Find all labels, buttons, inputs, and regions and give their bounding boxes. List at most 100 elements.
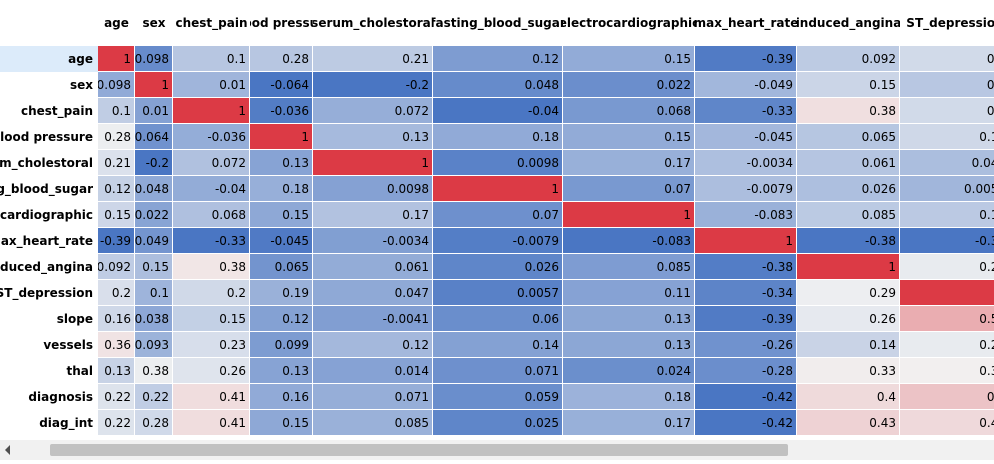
data-cell-text: 0.085 xyxy=(394,415,429,430)
data-cell: 0.065 xyxy=(797,124,900,150)
data-cell-text: 1 xyxy=(123,51,131,66)
data-cell: 0.038 xyxy=(135,306,173,332)
data-cell: 0.059 xyxy=(433,384,563,410)
data-cell-text: -0.064 xyxy=(135,129,169,144)
data-cell: 0.38 xyxy=(135,358,173,384)
data-cell: 0.13 xyxy=(250,358,313,384)
data-cell-text: -0.098 xyxy=(98,77,131,92)
data-cell-text: 0.26 xyxy=(869,311,896,326)
data-cell: 1 xyxy=(433,176,563,202)
row-header-text: serum_cholestoral xyxy=(0,156,93,170)
data-cell: 0.047 xyxy=(900,150,994,176)
column-header: blood pressure xyxy=(250,0,313,46)
row-header: ST_depression xyxy=(0,280,98,306)
data-cell-text: 0.15 xyxy=(104,207,131,222)
data-cell-text: -0.083 xyxy=(652,233,691,248)
row-header-text: ST_depression xyxy=(0,286,93,300)
data-cell: -0.38 xyxy=(695,254,797,280)
data-cell: 0.15 xyxy=(250,202,313,228)
data-cell-text: 1 xyxy=(421,155,429,170)
data-cell-text: 0.1 xyxy=(111,103,131,118)
data-cell-text: -0.0034 xyxy=(382,233,429,248)
data-cell-text: -0.0041 xyxy=(382,311,429,326)
data-cell-text: 0.58 xyxy=(979,311,994,326)
data-cell-text: -0.42 xyxy=(761,389,793,404)
data-cell-text: 0.099 xyxy=(274,337,309,352)
row-header: chest_pain xyxy=(0,98,98,124)
data-cell: 0.58 xyxy=(900,306,994,332)
data-cell: 0.085 xyxy=(563,254,695,280)
data-cell-text: 0.071 xyxy=(394,389,429,404)
data-cell: -0.0079 xyxy=(695,176,797,202)
data-cell: 0.41 xyxy=(173,410,250,436)
data-cell-text: 1 xyxy=(683,207,691,222)
data-cell: -0.036 xyxy=(250,98,313,124)
data-cell: 0.13 xyxy=(250,150,313,176)
data-cell-text: 0.047 xyxy=(971,155,994,170)
data-cell-text: 0.2 xyxy=(986,103,994,118)
data-cell: 0.15 xyxy=(563,124,695,150)
scroll-thumb[interactable] xyxy=(50,444,788,456)
data-cell-text: 0.28 xyxy=(104,129,131,144)
data-cell: -0.083 xyxy=(695,202,797,228)
data-cell: 0.28 xyxy=(250,46,313,72)
data-cell: 0.17 xyxy=(563,410,695,436)
data-cell: -0.036 xyxy=(173,124,250,150)
data-cell-text: 0.022 xyxy=(135,207,169,222)
data-cell-text: 0.42 xyxy=(979,415,994,430)
row-header: vessels xyxy=(0,332,98,358)
data-cell: 0.12 xyxy=(250,306,313,332)
data-cell: 0.068 xyxy=(173,202,250,228)
data-cell: 0.22 xyxy=(98,384,135,410)
data-cell-text: 0.38 xyxy=(219,259,246,274)
data-cell-text: -0.34 xyxy=(974,233,994,248)
data-cell: -0.064 xyxy=(135,124,173,150)
data-cell: -0.2 xyxy=(313,72,433,98)
data-cell: 0.12 xyxy=(98,176,135,202)
column-header: age xyxy=(98,0,135,46)
data-cell-text: 1 xyxy=(785,233,793,248)
data-cell: 0.024 xyxy=(563,358,695,384)
column-header: chest_pain xyxy=(173,0,250,46)
data-cell-text: 0.19 xyxy=(979,129,994,144)
data-cell: 0.071 xyxy=(433,358,563,384)
data-cell: 0.0057 xyxy=(433,280,563,306)
row-header-text: diag_int xyxy=(39,416,93,430)
data-cell: 0.026 xyxy=(797,176,900,202)
data-cell-text: 0.072 xyxy=(211,155,246,170)
data-cell: -0.2 xyxy=(135,150,173,176)
data-cell: 0.12 xyxy=(313,332,433,358)
column-header-text: electrocardiographic xyxy=(563,16,695,30)
data-cell-text: 0.06 xyxy=(532,311,559,326)
data-cell-text: 0.12 xyxy=(402,337,429,352)
data-cell-text: 0.085 xyxy=(656,259,691,274)
data-cell: 0.2 xyxy=(900,98,994,124)
data-cell-text: 0.15 xyxy=(664,51,691,66)
data-cell: -0.064 xyxy=(250,72,313,98)
scroll-left-arrow[interactable] xyxy=(5,445,10,455)
data-cell-text: 0.13 xyxy=(402,129,429,144)
row-header-text: fasting_blood_sugar xyxy=(0,182,93,196)
data-cell-text: 0.26 xyxy=(219,363,246,378)
data-cell-text: 0.13 xyxy=(282,363,309,378)
data-cell-text: 0.15 xyxy=(664,129,691,144)
horizontal-scrollbar[interactable] xyxy=(0,440,994,460)
data-cell: 0.16 xyxy=(250,384,313,410)
data-cell: 0.061 xyxy=(313,254,433,280)
data-cell-text: 0.28 xyxy=(282,51,309,66)
data-cell-text: 0.29 xyxy=(869,285,896,300)
data-cell-text: -0.0079 xyxy=(512,233,559,248)
data-cell: 0.13 xyxy=(313,124,433,150)
data-cell-text: -0.04 xyxy=(214,181,246,196)
data-cell-text: 0.01 xyxy=(219,77,246,92)
row-header: diagnosis xyxy=(0,384,98,410)
data-cell: 0.01 xyxy=(173,72,250,98)
data-cell-text: 0.13 xyxy=(282,155,309,170)
data-cell: 0.13 xyxy=(98,358,135,384)
data-cell: 0.092 xyxy=(797,46,900,72)
data-cell: 0.5 xyxy=(900,384,994,410)
row-header: induced_angina xyxy=(0,254,98,280)
data-cell-text: 0.23 xyxy=(219,337,246,352)
data-cell-text: 0.38 xyxy=(869,103,896,118)
scrollbar-graphics xyxy=(5,444,788,456)
